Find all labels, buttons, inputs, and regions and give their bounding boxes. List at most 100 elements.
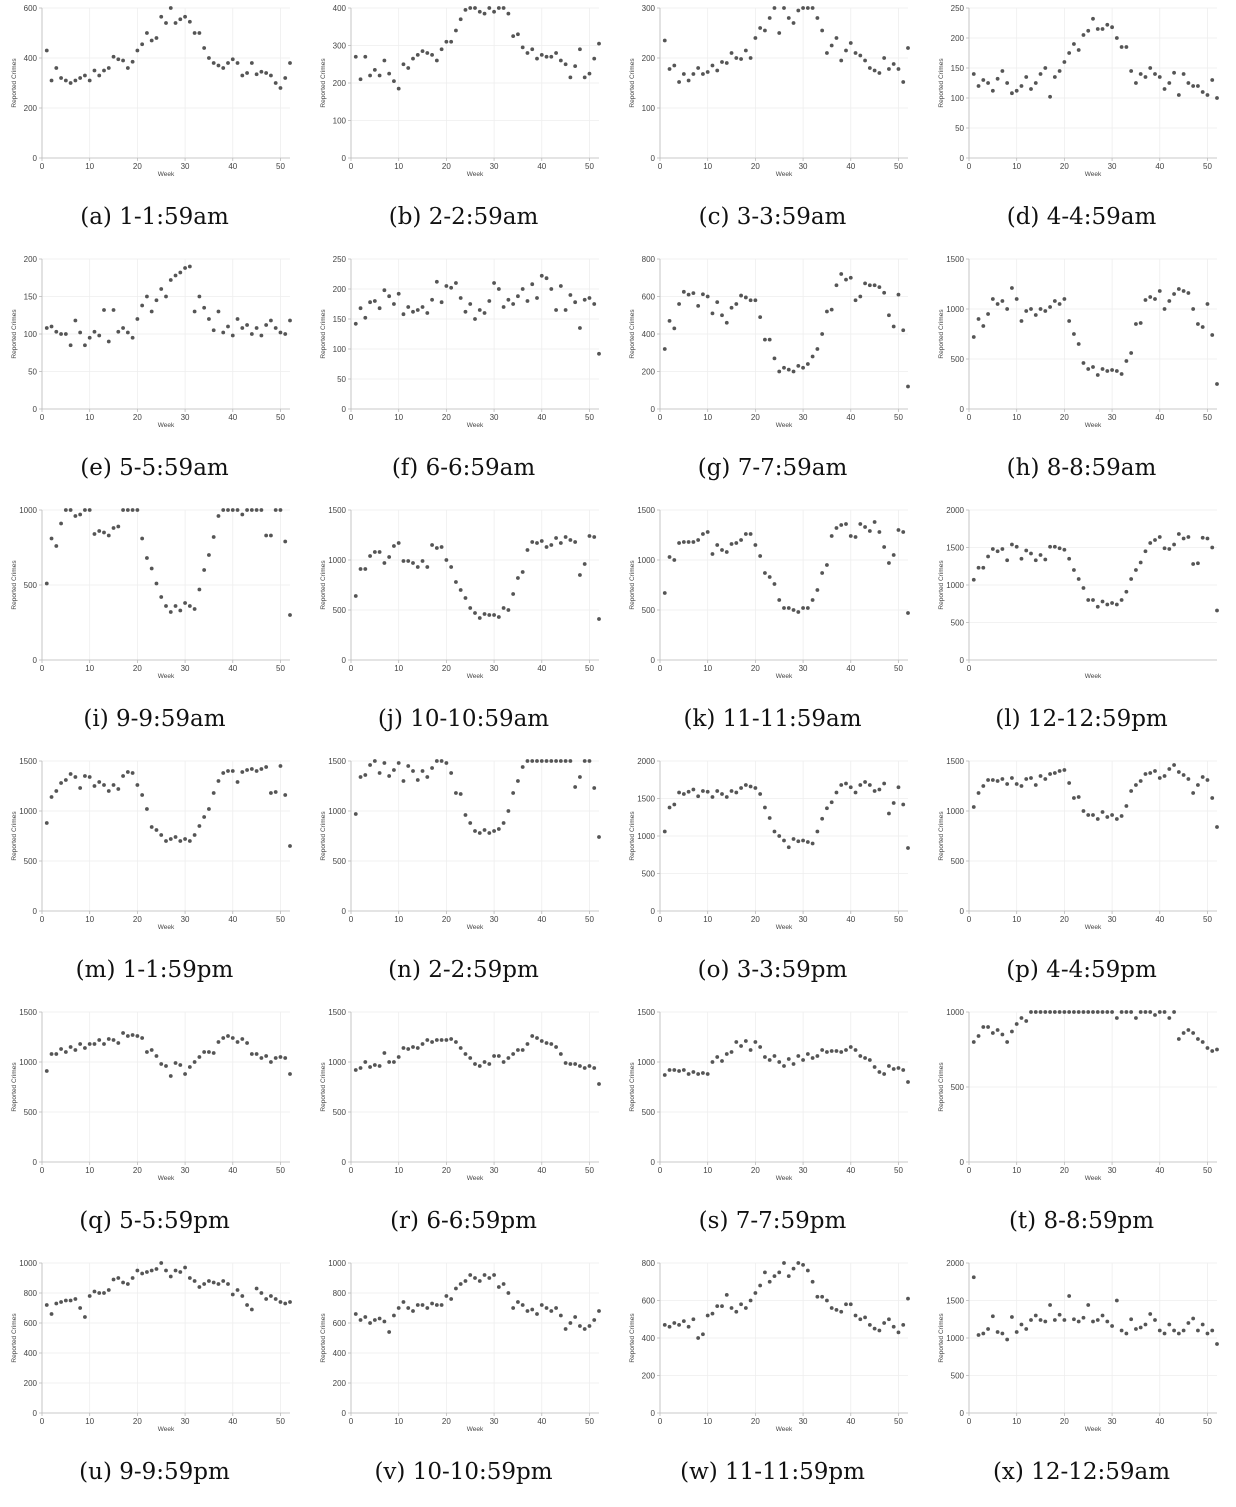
data-point: [283, 1301, 288, 1306]
data-point: [283, 793, 288, 797]
chart-panel: 0 200 400 600 800 1000 0 10 20 30 40 50 Week Reported…: [309, 1255, 618, 1506]
x-tick-label: 0: [967, 1417, 972, 1426]
data-point: [1134, 322, 1138, 326]
data-point: [729, 789, 734, 793]
x-tick-label: 30: [490, 664, 499, 673]
data-point: [245, 508, 249, 512]
data-point: [1134, 81, 1138, 85]
x-tick-label: 20: [751, 162, 760, 171]
y-axis-label: Reported Crimes: [320, 309, 327, 359]
data-point: [173, 1268, 178, 1273]
y-tick-label: 0: [960, 1409, 965, 1418]
data-point: [568, 293, 573, 297]
x-tick-label: 40: [846, 1417, 855, 1426]
x-tick-label: 10: [394, 162, 403, 171]
y-tick-label: 0: [33, 656, 38, 665]
data-point: [1033, 1010, 1038, 1014]
data-point: [197, 1055, 202, 1059]
data-point: [887, 811, 891, 816]
data-point: [568, 759, 573, 763]
x-tick-label: 0: [40, 413, 45, 422]
data-point: [207, 317, 211, 321]
data-point: [382, 1319, 387, 1324]
data-point: [211, 328, 216, 333]
data-point: [863, 281, 867, 286]
data-point: [530, 1307, 535, 1312]
data-point: [758, 554, 763, 558]
data-point: [1205, 778, 1210, 782]
data-point: [1110, 601, 1114, 605]
data-point: [382, 561, 387, 565]
data-point: [753, 543, 758, 547]
data-point: [1124, 804, 1129, 808]
data-point: [1014, 1330, 1019, 1334]
data-point: [801, 838, 805, 843]
data-point: [1100, 810, 1105, 814]
data-point: [691, 72, 696, 76]
data-point: [430, 766, 434, 770]
data-point: [672, 1068, 677, 1072]
data-point: [1010, 91, 1014, 96]
data-point: [1033, 1313, 1038, 1318]
data-point: [1200, 1322, 1205, 1327]
data-point: [425, 51, 430, 55]
y-tick-label: 0: [960, 405, 965, 414]
data-point: [772, 582, 777, 586]
x-axis-label: Week: [776, 673, 793, 680]
data-point: [825, 563, 829, 567]
data-point: [867, 1058, 872, 1062]
y-tick-label: 200: [642, 1372, 656, 1381]
data-point: [207, 807, 211, 811]
data-point: [411, 56, 415, 61]
data-point: [805, 362, 810, 366]
y-tick-label: 500: [24, 581, 38, 590]
data-point: [696, 1336, 701, 1340]
data-point: [387, 1060, 392, 1064]
data-point: [63, 1050, 68, 1054]
data-point: [872, 520, 877, 524]
data-point: [990, 88, 995, 93]
data-point: [1105, 369, 1110, 373]
y-tick-label: 1500: [946, 757, 964, 766]
chart-panel: 0 500 1000 0 10 20 30 40 50 Week Reported Crimes (t…: [927, 1004, 1236, 1255]
data-point: [810, 1056, 815, 1060]
x-tick-label: 20: [442, 915, 451, 924]
data-point: [539, 1039, 544, 1043]
data-point: [834, 283, 839, 288]
x-tick-label: 10: [1012, 162, 1021, 171]
data-point: [677, 302, 681, 306]
data-point: [1024, 75, 1029, 79]
data-point: [473, 317, 477, 321]
data-point: [468, 302, 473, 306]
data-point: [468, 1273, 473, 1277]
data-point: [995, 549, 1000, 554]
data-point: [1124, 589, 1129, 594]
data-point: [863, 525, 867, 529]
data-point: [468, 6, 473, 10]
data-point: [482, 1273, 487, 1277]
data-point: [1191, 562, 1196, 566]
x-tick-label: 20: [1060, 1417, 1069, 1426]
data-point: [696, 303, 701, 308]
data-point: [197, 587, 202, 592]
data-point: [125, 508, 130, 512]
data-point: [592, 535, 597, 539]
x-tick-label: 20: [133, 1166, 142, 1175]
data-point: [44, 1069, 49, 1073]
x-tick-label: 0: [40, 1417, 45, 1426]
data-point: [269, 791, 273, 795]
data-point: [235, 1040, 240, 1044]
chart-panel: 0 500 1000 1500 0 10 20 30 40 50 Week Reported Crim…: [618, 502, 927, 753]
data-point: [1038, 72, 1043, 76]
data-point: [520, 287, 525, 291]
data-point: [587, 759, 592, 763]
data-point: [425, 1306, 430, 1310]
y-tick-label: 1500: [946, 544, 964, 553]
data-point: [554, 536, 558, 540]
data-point: [1124, 1331, 1129, 1336]
data-point: [226, 508, 230, 512]
data-point: [1114, 369, 1119, 373]
